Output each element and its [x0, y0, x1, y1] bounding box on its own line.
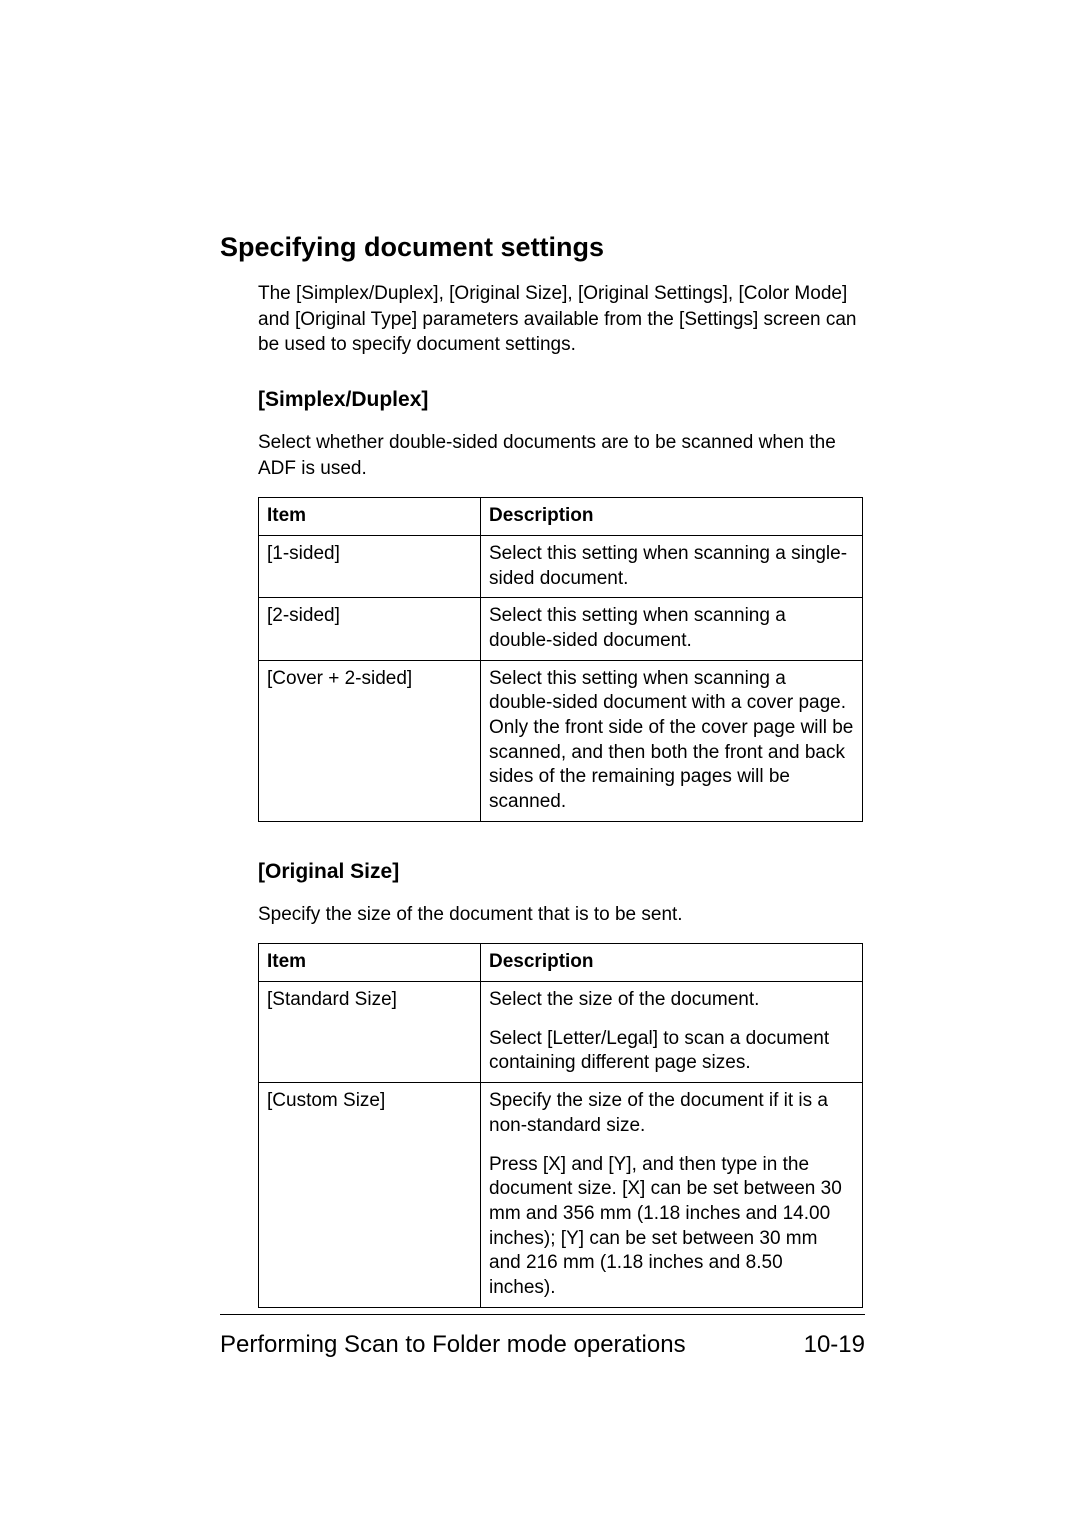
col-header-item: Item [259, 944, 481, 982]
footer-page-number: 10-19 [804, 1331, 865, 1359]
simplex-duplex-heading: [Simplex/Duplex] [258, 388, 865, 412]
cell-description: Specify the size of the document if it i… [481, 1083, 863, 1308]
footer-title: Performing Scan to Folder mode operation… [220, 1331, 686, 1359]
table-row: [Custom Size] Specify the size of the do… [259, 1083, 863, 1308]
original-size-table: Item Description [Standard Size] Select … [258, 943, 863, 1307]
table-row: [Cover + 2-sided] Select this setting wh… [259, 660, 863, 821]
table-header-row: Item Description [259, 498, 863, 536]
page-footer: Performing Scan to Folder mode operation… [220, 1331, 865, 1359]
cell-item: [Standard Size] [259, 982, 481, 1083]
footer-rule [220, 1314, 865, 1315]
cell-item: [1-sided] [259, 535, 481, 597]
cell-description-p1: Select the size of the document. [489, 988, 854, 1013]
cell-description: Select this setting when scanning a doub… [481, 660, 863, 821]
section-heading: Specifying document settings [220, 232, 865, 263]
cell-item: [Cover + 2-sided] [259, 660, 481, 821]
table-row: [2-sided] Select this setting when scann… [259, 598, 863, 660]
cell-description: Select this setting when scanning a doub… [481, 598, 863, 660]
table-row: [Standard Size] Select the size of the d… [259, 982, 863, 1083]
col-header-description: Description [481, 944, 863, 982]
table-header-row: Item Description [259, 944, 863, 982]
simplex-duplex-table: Item Description [1-sided] Select this s… [258, 497, 863, 822]
simplex-duplex-lead: Select whether double-sided documents ar… [258, 430, 858, 481]
intro-paragraph: The [Simplex/Duplex], [Original Size], [… [258, 281, 858, 358]
col-header-description: Description [481, 498, 863, 536]
col-header-item: Item [259, 498, 481, 536]
cell-description-p2: Press [X] and [Y], and then type in the … [489, 1153, 854, 1301]
cell-item: [Custom Size] [259, 1083, 481, 1308]
cell-description: Select the size of the document. Select … [481, 982, 863, 1083]
original-size-heading: [Original Size] [258, 860, 865, 884]
original-size-lead: Specify the size of the document that is… [258, 902, 858, 928]
table-row: [1-sided] Select this setting when scann… [259, 535, 863, 597]
cell-description: Select this setting when scanning a sing… [481, 535, 863, 597]
cell-description-p1: Specify the size of the document if it i… [489, 1089, 854, 1138]
cell-description-p2: Select [Letter/Legal] to scan a document… [489, 1027, 854, 1076]
cell-item: [2-sided] [259, 598, 481, 660]
